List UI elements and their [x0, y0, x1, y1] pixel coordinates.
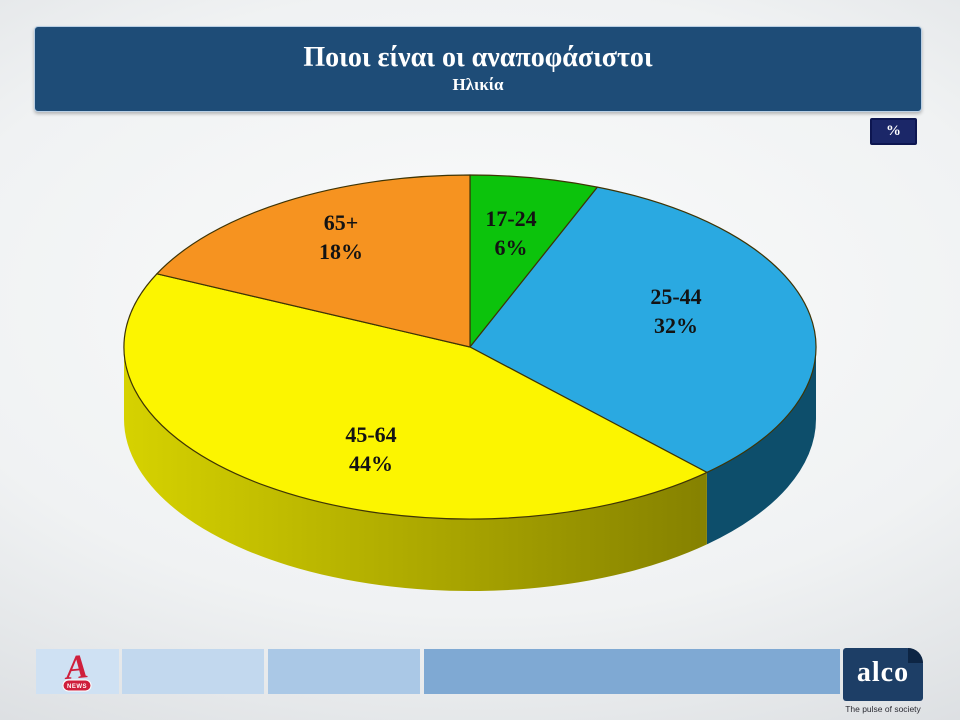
- slide-subtitle: Ηλικία: [452, 75, 504, 94]
- pie-label-percent: 6%: [494, 235, 528, 260]
- pie-label-percent: 44%: [348, 451, 393, 476]
- pie-label-range: 45-64: [345, 422, 397, 447]
- pie-label-percent: 32%: [653, 313, 698, 338]
- pie-label-range: 65+: [323, 210, 359, 235]
- pie-label-45-64: 45-64 44%: [345, 420, 396, 478]
- pie-label-range: 17-24: [485, 206, 537, 231]
- alpha-news-pill: [62, 679, 92, 692]
- pie-label-17-24: 17-24 6%: [485, 204, 536, 262]
- footer-box-4: [424, 649, 840, 694]
- slide-title: Ποιοι είναι οι αναποφάσιστοι: [303, 42, 653, 73]
- header-bar: Ποιοι είναι οι αναποφάσιστοι Ηλικία: [34, 26, 922, 112]
- alco-wordmark: alco: [856, 657, 910, 688]
- pie-label-65plus: 65+ 18%: [319, 208, 363, 266]
- pie-label-percent: 18%: [319, 239, 363, 264]
- footer-box-2: [122, 649, 264, 694]
- percent-badge: %: [870, 118, 917, 145]
- footer-box-alpha: A NEWS: [36, 649, 119, 694]
- pie-label-range: 25-44: [650, 284, 702, 309]
- alco-logo: alco: [843, 648, 923, 701]
- alpha-news-badge-label: NEWS: [67, 684, 87, 690]
- pie-label-25-44: 25-44 32%: [650, 282, 701, 340]
- alco-tagline: The pulse of society: [845, 704, 921, 714]
- alpha-news-logo-icon: A NEWS: [62, 649, 92, 692]
- footer-box-3: [268, 649, 420, 694]
